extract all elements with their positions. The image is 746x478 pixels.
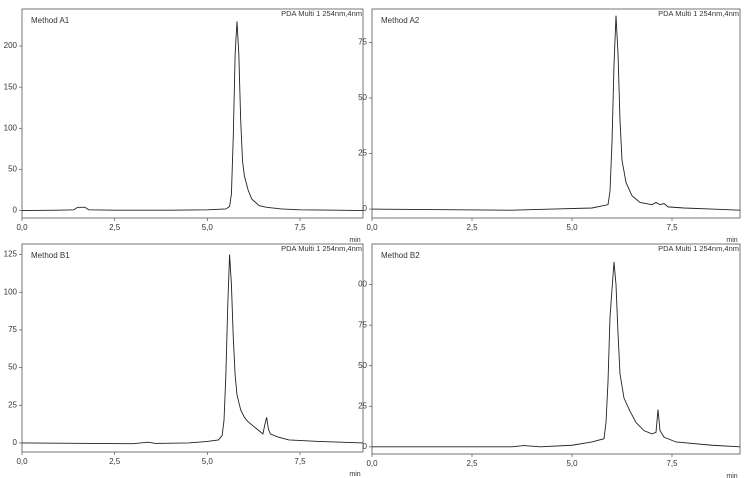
plot-frame xyxy=(371,243,741,455)
x-tick-label: 7,5 xyxy=(666,223,678,232)
detector-label: PDA Multi 1 254nm,4nm xyxy=(658,244,739,253)
plot-frame xyxy=(21,243,364,453)
panel-title: Method A2 xyxy=(381,16,420,25)
panel-title: Method A1 xyxy=(31,16,70,25)
chromatogram-line xyxy=(21,254,364,445)
y-tick-label: 0 xyxy=(13,438,18,447)
x-tick-label: 5,0 xyxy=(566,459,578,468)
chromatogram-line xyxy=(371,15,741,211)
x-tick-label: 0,0 xyxy=(366,459,378,468)
detector-label: PDA Multi 1 254nm,4nm xyxy=(281,244,362,253)
y-tick-label: 25 xyxy=(8,400,17,409)
y-tick-label: 50 xyxy=(8,165,17,174)
y-tick-label: 50 xyxy=(358,361,367,370)
y-tick-label: 00 xyxy=(358,280,367,289)
y-tick-label: 100 xyxy=(4,123,18,132)
detector-label: PDA Multi 1 254nm,4nm xyxy=(658,9,739,18)
x-axis-label: min xyxy=(726,473,737,478)
y-tick-label: 0 xyxy=(13,206,18,215)
x-tick-label: 0,0 xyxy=(16,457,28,466)
x-tick-label: 2,5 xyxy=(466,459,478,468)
x-tick-label: 0,0 xyxy=(366,223,378,232)
y-tick-label: 25 xyxy=(358,401,367,410)
y-tick-label: 100 xyxy=(4,287,18,296)
x-tick-label: 5,0 xyxy=(202,223,214,232)
y-tick-label: 50 xyxy=(8,363,17,372)
y-tick-label: 75 xyxy=(8,325,17,334)
x-tick-label: 5,0 xyxy=(566,223,578,232)
y-tick-label: 150 xyxy=(4,82,18,91)
y-tick-label: 50 xyxy=(358,93,367,102)
plot-frame xyxy=(21,8,364,219)
panel-title: Method B1 xyxy=(31,251,70,260)
plot-frame xyxy=(371,8,741,219)
y-tick-label: 0 xyxy=(363,442,368,451)
x-tick-label: 5,0 xyxy=(202,457,214,466)
y-tick-label: 25 xyxy=(358,149,367,158)
y-tick-label: 200 xyxy=(4,41,18,50)
x-axis-label: min xyxy=(726,237,737,244)
x-tick-label: 7,5 xyxy=(666,459,678,468)
panel-title: Method B2 xyxy=(381,251,420,260)
x-axis-label: min xyxy=(349,237,360,244)
y-tick-label: 0 xyxy=(363,204,368,213)
chromatogram-line xyxy=(21,21,364,212)
detector-label: PDA Multi 1 254nm,4nm xyxy=(281,9,362,18)
x-tick-label: 2,5 xyxy=(109,457,121,466)
x-tick-label: 2,5 xyxy=(466,223,478,232)
x-tick-label: 2,5 xyxy=(109,223,121,232)
y-tick-label: 75 xyxy=(358,37,367,46)
x-tick-label: 7,5 xyxy=(294,457,306,466)
x-axis-label: min xyxy=(349,471,360,478)
y-tick-label: 75 xyxy=(358,320,367,329)
x-tick-label: 7,5 xyxy=(294,223,306,232)
x-tick-label: 0,0 xyxy=(16,223,28,232)
chromatogram-line xyxy=(372,261,741,448)
y-tick-label: 125 xyxy=(4,250,18,259)
